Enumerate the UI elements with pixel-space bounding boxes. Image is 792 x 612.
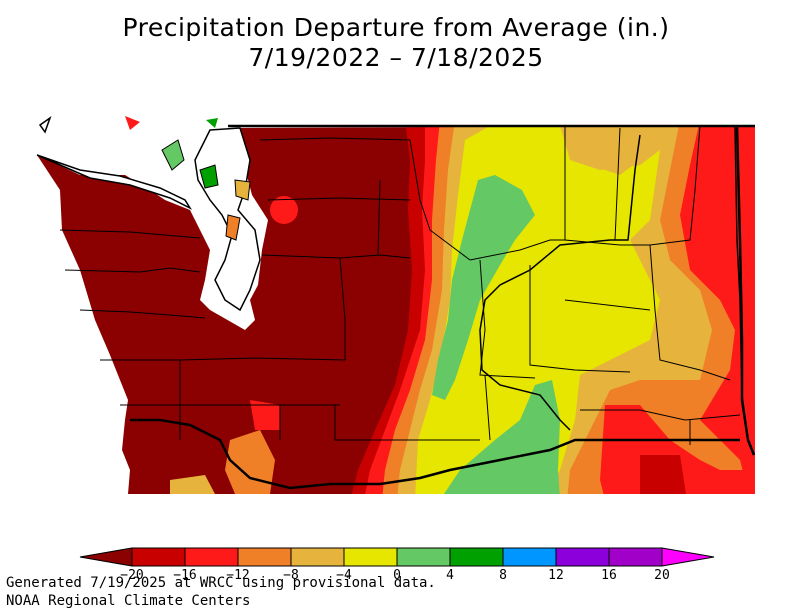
legend-tick-label: 4	[446, 568, 454, 583]
legend-swatch	[184, 547, 239, 567]
band-ne-patch	[570, 126, 640, 175]
band-e-red	[740, 290, 755, 350]
legend-swatch	[290, 547, 345, 567]
legend-swatch	[396, 547, 451, 567]
band-sw-red	[250, 400, 280, 430]
legend-tick-label: −16	[173, 568, 196, 583]
state-outline	[130, 124, 756, 490]
legend-swatch	[131, 547, 186, 567]
band-zero-four-central	[432, 175, 535, 400]
legend-tick-label: −4	[336, 568, 352, 583]
map-title: Precipitation Departure from Average (in…	[122, 13, 670, 42]
band-ne-red	[700, 130, 755, 240]
band-puget-spot	[270, 196, 298, 224]
legend-swatch	[608, 547, 663, 567]
legend-arrow-high	[661, 547, 715, 567]
band-sw-tan	[170, 475, 215, 494]
band-se-dark	[640, 455, 690, 494]
map-date-range: 7/19/2022 – 7/18/2025	[248, 43, 544, 72]
legend-tick-label: 16	[601, 568, 617, 583]
legend-tick-label: −8	[283, 568, 299, 583]
precipitation-field	[37, 126, 755, 494]
legend-tick-label: 8	[499, 568, 507, 583]
puget-sound	[36, 116, 261, 312]
legend-swatch	[502, 547, 557, 567]
legend-swatch	[343, 547, 398, 567]
legend-tick-label: 0	[393, 568, 401, 583]
legend-tick-label: −20	[120, 568, 143, 583]
legend-tick-label: −12	[226, 568, 249, 583]
footer-generated: Generated 7/19/2025 at WRCC using provis…	[6, 575, 436, 591]
footer-source: NOAA Regional Climate Centers	[6, 593, 251, 609]
legend-swatch	[449, 547, 504, 567]
legend-swatch	[237, 547, 292, 567]
legend-tick-label: 12	[548, 568, 564, 583]
band-zero-four-south	[440, 380, 560, 494]
legend-tick-label: 20	[654, 568, 670, 583]
band-sw-orange	[225, 430, 275, 494]
legend-arrow-low	[79, 547, 133, 567]
legend-swatch	[555, 547, 610, 567]
